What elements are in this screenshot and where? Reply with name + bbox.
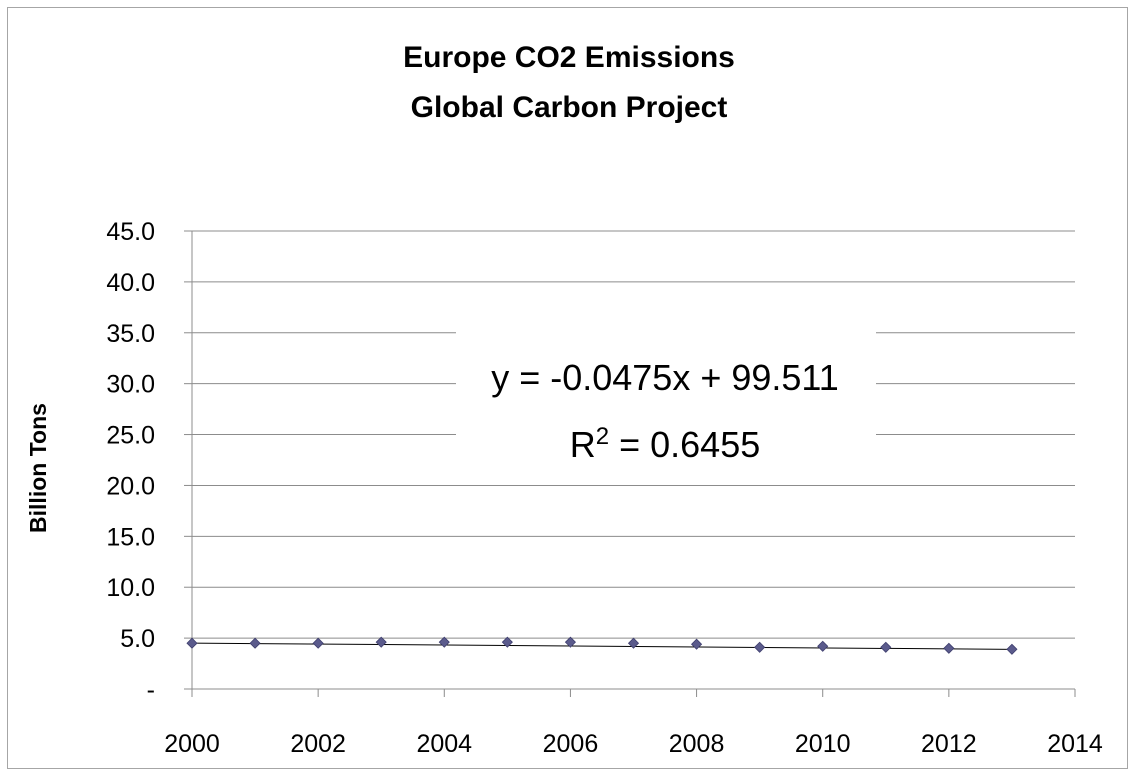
x-tick-label: 2006 [543,730,599,758]
x-tick-label: 2008 [669,730,725,758]
y-tick-label: 25.0 [106,422,155,450]
equation-box [456,328,876,483]
trendline-equation: y = -0.0475x + 99.511 [491,357,839,398]
axes [184,230,1076,697]
data-point [880,641,892,653]
r-squared-prefix: R [570,424,596,465]
y-tick-labels: - 5.0 10.0 15.0 20.0 25.0 30.0 35.0 40.0 45.0 [106,218,155,704]
data-point [691,638,703,650]
r-squared-label: R2 = 0.6455 [570,423,761,466]
data-point [943,642,955,654]
x-tick-label: 2014 [1047,730,1103,758]
data-point [312,637,324,649]
r-squared-value: = 0.6455 [609,424,760,465]
y-tick-label: 10.0 [106,574,155,602]
y-tick-label: 45.0 [106,218,155,246]
y-tick-label: 20.0 [106,472,155,500]
y-tick-label: 5.0 [120,625,155,653]
data-point [627,637,640,649]
data-point [249,637,261,649]
x-tick-labels: 2000 2002 2004 2006 2008 2010 2012 2014 [164,730,1103,758]
y-tick-label: 40.0 [106,269,155,297]
y-tick-label: 15.0 [106,523,155,551]
trendline [191,642,1012,650]
data-points [186,636,1018,655]
x-tick-label: 2012 [921,730,977,758]
y-tick-label: 30.0 [106,371,155,399]
trendline-group [191,642,1012,650]
r-squared-superscript: 2 [596,423,609,450]
data-point [1006,643,1018,655]
chart-title-line-1: Europe CO2 Emissions [403,41,735,74]
y-tick-label: 35.0 [106,320,155,348]
x-tick-label: 2002 [290,730,346,758]
x-tick-label: 2004 [416,730,472,758]
x-tick-label: 2000 [164,730,220,758]
x-tick-label: 2010 [795,730,851,758]
data-point [501,636,513,648]
data-point [817,640,829,652]
data-point [438,636,450,648]
data-point [375,636,387,648]
data-point [564,636,576,648]
y-tick-label: - [147,676,155,704]
chart-title-line-2: Global Carbon Project [411,91,728,124]
data-point [186,637,198,649]
data-point [754,641,766,653]
y-axis-label: Billion Tons [25,403,51,533]
